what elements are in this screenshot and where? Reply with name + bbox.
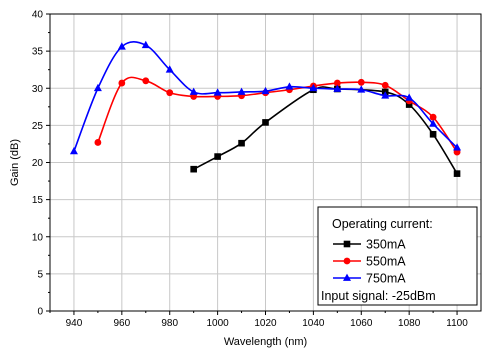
legend-footer: Input signal: -25dBm: [321, 289, 436, 303]
data-point: [429, 130, 437, 138]
legend-item-550mA: 550mA: [333, 255, 406, 269]
data-point: [262, 119, 269, 126]
data-point: [405, 101, 413, 108]
data-point: [453, 143, 462, 151]
legend-label: 750mA: [366, 272, 406, 286]
data-point: [213, 88, 222, 96]
legend-items: 350mA 550mA 750mA: [333, 238, 406, 286]
data-point: [429, 119, 438, 127]
x-tick-label: 1060: [350, 318, 373, 329]
data-point: [357, 78, 365, 86]
data-point: [453, 170, 461, 177]
legend-item-350mA: 350mA: [333, 238, 406, 252]
data-point: [261, 86, 270, 95]
series-line: [97, 76, 458, 153]
y-tick-label: 0: [37, 307, 43, 318]
legend-label: 350mA: [366, 238, 406, 252]
y-tick-label: 10: [32, 232, 44, 243]
legend-title: Operating current:: [332, 217, 433, 231]
data-point: [238, 139, 245, 147]
y-tick-label: 5: [37, 269, 43, 280]
data-point: [166, 89, 174, 97]
x-tick-label: 980: [161, 318, 178, 329]
y-tick-label: 30: [32, 84, 44, 95]
data-point: [93, 83, 102, 92]
x-tick-label: 1100: [446, 318, 468, 329]
data-point: [117, 42, 126, 50]
series-750mA: [69, 40, 462, 155]
legend-box: [317, 206, 478, 306]
data-point: [189, 87, 198, 95]
y-tick-label: 35: [32, 47, 44, 58]
data-point: [237, 87, 246, 95]
legend-item-750mA: 750mA: [333, 272, 406, 286]
y-axis-label: Gain (dB): [9, 139, 21, 186]
data-point: [141, 40, 150, 49]
data-point: [285, 82, 294, 90]
data-point: [165, 65, 174, 73]
x-tick-label: 1040: [302, 318, 325, 329]
y-tick-label: 20: [32, 158, 44, 169]
data-point: [142, 77, 150, 85]
data-point: [429, 113, 437, 121]
legend-marker: [343, 273, 351, 281]
data-point: [405, 93, 414, 101]
data-point: [381, 91, 390, 99]
data-point: [309, 83, 318, 92]
legend: Operating current: 350mA 550mA 750mA Input…: [317, 206, 478, 306]
data-point: [381, 81, 389, 89]
data-point: [214, 153, 221, 160]
data-point: [190, 165, 197, 173]
legend-marker: [343, 240, 351, 248]
series-layer: [69, 40, 462, 177]
axes: 940 960 980 1000 1020 1040 1060 1080 1100 0 5 10 15 2…: [32, 10, 468, 330]
x-tick-label: 960: [113, 318, 130, 329]
data-point: [357, 85, 366, 93]
data-point: [333, 79, 341, 87]
x-tick-label: 940: [66, 318, 83, 329]
data-point: [69, 146, 78, 155]
data-point: [94, 139, 102, 146]
series-350mA: [190, 85, 461, 177]
x-tick-label: 1000: [206, 318, 229, 329]
x-tick-label: 1020: [254, 318, 277, 329]
y-tick-label: 25: [32, 121, 44, 132]
y-tick-label: 15: [32, 195, 44, 206]
series-line: [193, 86, 458, 175]
legend-marker: [343, 257, 351, 265]
data-point: [118, 79, 126, 87]
data-point: [333, 84, 342, 92]
y-tick-label: 40: [32, 10, 44, 21]
x-tick-label: 1080: [398, 318, 421, 329]
legend-label: 550mA: [366, 255, 406, 269]
x-axis-label: Wavelength (nm): [224, 336, 307, 348]
